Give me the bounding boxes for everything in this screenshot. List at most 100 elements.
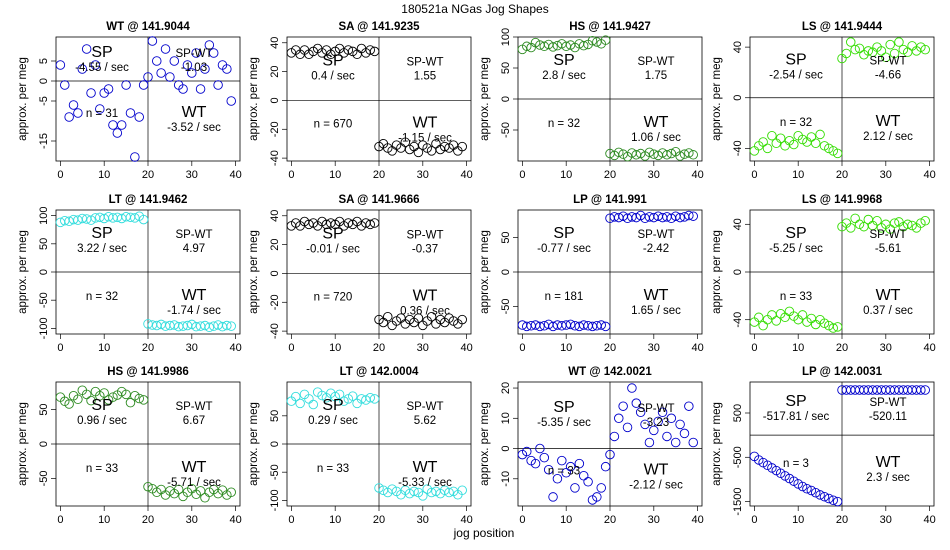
data-point: [596, 483, 606, 493]
data-point: [426, 311, 437, 322]
x-tick-label: 20: [373, 514, 385, 526]
data-point: [872, 215, 882, 226]
data-point: [539, 452, 550, 463]
data-point: [108, 120, 118, 130]
y-tick-label: 0: [269, 441, 281, 447]
data-points: [517, 210, 698, 332]
data-point: [854, 43, 865, 54]
data-point: [578, 471, 589, 481]
diff-label: SP-WT: [406, 230, 443, 242]
data-point: [178, 321, 188, 331]
data-point: [618, 401, 628, 411]
y-tick-label: -1500: [732, 488, 744, 516]
data-point: [365, 45, 375, 55]
data-point: [614, 147, 624, 158]
y-tick-label: -50: [500, 122, 512, 138]
data-point: [200, 492, 210, 503]
data-point: [413, 313, 424, 323]
data-point: [819, 491, 830, 502]
data-point: [565, 461, 576, 472]
data-point: [828, 323, 838, 333]
sp-label: SP: [785, 225, 806, 242]
data-point: [758, 320, 768, 331]
data-point: [583, 477, 593, 487]
panel-title: WT @ 141.9044: [106, 21, 190, 33]
x-tick-label: 40: [691, 342, 703, 354]
data-point: [846, 223, 856, 233]
y-axis-label: approx. per meg: [17, 57, 29, 141]
x-tick-label: 40: [460, 514, 472, 526]
data-point: [108, 392, 118, 402]
x-tick-label: 40: [923, 342, 935, 354]
data-point: [863, 214, 874, 225]
data-point: [806, 132, 817, 142]
diff-label: SP-WT: [869, 55, 906, 67]
data-point: [902, 219, 913, 230]
sp-label: SP: [785, 51, 806, 68]
panel-7: LP @ 141.991 0 10 20 30 40 -50 0 50 approx. per m…: [479, 194, 704, 354]
data-point: [815, 490, 825, 500]
x-tick-label: 40: [460, 169, 472, 181]
data-point: [195, 84, 206, 94]
x-tick-label: 20: [836, 342, 848, 354]
data-point: [749, 146, 760, 156]
x-tick-label: 20: [142, 169, 154, 181]
data-point: [762, 143, 773, 154]
data-point: [578, 40, 589, 51]
y-tick-label: -15: [38, 133, 50, 149]
data-point: [112, 128, 123, 138]
x-tick-label: 10: [329, 169, 341, 181]
panel-title: HS @ 141.9986: [107, 366, 189, 378]
data-point: [369, 46, 380, 57]
x-tick-label: 30: [880, 169, 892, 181]
data-point: [631, 398, 642, 408]
data-point: [907, 220, 917, 231]
data-point: [138, 214, 149, 225]
data-points: [286, 387, 467, 501]
data-point: [200, 64, 210, 74]
data-point: [916, 385, 926, 395]
diff-rate: -520.11: [869, 411, 907, 423]
data-point: [86, 215, 96, 225]
panel-title: SA @ 141.9666: [338, 194, 419, 206]
data-point: [754, 312, 764, 323]
panel-title: LS @ 141.9444: [802, 21, 883, 33]
diff-rate: -0.37: [412, 244, 438, 256]
data-point: [365, 393, 375, 403]
sp-label: SP: [553, 225, 574, 242]
data-point: [627, 383, 637, 393]
data-point: [780, 141, 790, 151]
wt-rate: 1.65 / sec: [631, 305, 681, 317]
sp-rate: -4.55 / sec: [75, 62, 129, 74]
y-axis-label: approx. per meg: [248, 230, 260, 314]
x-tick-label: 0: [57, 514, 63, 526]
n-label: n = 670: [314, 119, 353, 131]
diff-label: SP-WT: [637, 229, 674, 241]
data-point: [77, 213, 88, 224]
data-point: [557, 455, 567, 466]
x-tick-label: 10: [98, 342, 110, 354]
x-tick-label: 30: [186, 514, 198, 526]
x-tick-label: 20: [373, 342, 385, 354]
wt-rate: -1.15 / sec: [398, 133, 452, 145]
sp-rate: -5.25 / sec: [769, 243, 823, 255]
y-tick-label: 0: [732, 269, 744, 275]
x-tick-label: 10: [98, 514, 110, 526]
data-point: [55, 60, 66, 70]
data-points: [286, 216, 467, 331]
panel-8: LS @ 141.9968 0 10 20 30 40 -40 0 40 approx. per …: [711, 194, 936, 354]
y-tick-label: 20: [500, 382, 512, 394]
data-point: [330, 391, 340, 402]
y-tick-label: 0: [38, 269, 50, 275]
y-axis-label: approx. per meg: [17, 230, 29, 314]
data-point: [64, 399, 74, 409]
data-point: [143, 319, 153, 329]
y-tick-label: -50: [38, 292, 50, 308]
data-point: [802, 483, 812, 494]
wt-label: WT: [644, 461, 669, 478]
data-point: [832, 496, 843, 507]
wt-rate: -3.52 / sec: [167, 122, 221, 134]
y-tick-label: 20: [269, 65, 281, 77]
x-tick-label: 0: [519, 514, 525, 526]
y-tick-label: -50: [38, 470, 50, 486]
